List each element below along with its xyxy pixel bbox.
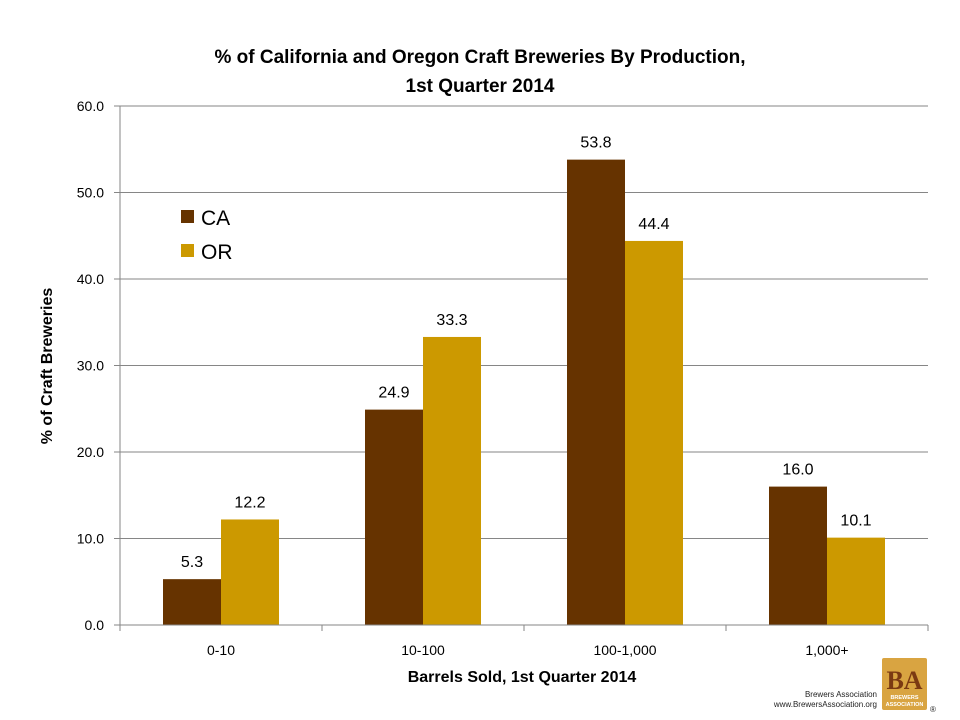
bar-or-2 <box>625 240 683 625</box>
logo-mark-letters: BA <box>886 666 922 695</box>
logo-mark <box>882 658 927 710</box>
data-label-or-3: 10.1 <box>840 513 871 530</box>
x-axis-title: Barrels Sold, 1st Quarter 2014 <box>408 669 637 686</box>
logo-mark-word-2: ASSOCIATION <box>886 702 924 708</box>
legend-swatch-or <box>181 244 194 257</box>
logo-org-name: Brewers Association <box>805 690 877 699</box>
bar-ca-0 <box>163 579 221 625</box>
legend-label-ca: CA <box>201 207 230 230</box>
y-axis-title: % of Craft Breweries <box>39 288 56 445</box>
logo-url: www.BrewersAssociation.org <box>773 700 877 709</box>
x-tick-label: 100-1,000 <box>593 642 656 658</box>
data-label-ca-2: 53.8 <box>580 135 611 152</box>
bar-ca-1 <box>365 409 423 625</box>
chart-title-line-1: % of California and Oregon Craft Breweri… <box>214 47 745 68</box>
data-label-or-0: 12.2 <box>234 494 265 511</box>
bars <box>163 159 885 625</box>
y-tick-label: 10.0 <box>77 531 104 547</box>
bar-or-1 <box>423 336 481 625</box>
x-tick-label: 0-10 <box>207 642 235 658</box>
bar-or-3 <box>827 537 885 625</box>
data-label-ca-0: 5.3 <box>181 554 203 571</box>
legend: CA OR <box>181 207 233 264</box>
legend-swatch-ca <box>181 210 194 223</box>
data-label-or-2: 44.4 <box>638 216 669 233</box>
legend-label-or: OR <box>201 241 233 264</box>
data-label-ca-3: 16.0 <box>782 462 813 479</box>
brewers-association-logo: Brewers Association www.BrewersAssociati… <box>773 658 936 714</box>
chart-title-line-2: 1st Quarter 2014 <box>406 76 555 97</box>
data-label-or-1: 33.3 <box>436 312 467 329</box>
y-axis-ticks: 0.0 10.0 20.0 30.0 40.0 50.0 60.0 <box>77 98 120 633</box>
bar-or-0 <box>221 519 279 625</box>
bar-ca-2 <box>567 159 625 625</box>
y-tick-label: 0.0 <box>85 617 105 633</box>
x-tick-label: 1,000+ <box>805 642 848 658</box>
data-label-ca-1: 24.9 <box>378 385 409 402</box>
bar-ca-3 <box>769 486 827 625</box>
y-tick-label: 60.0 <box>77 98 104 114</box>
y-tick-label: 50.0 <box>77 185 104 201</box>
x-tick-label: 10-100 <box>401 642 445 658</box>
y-tick-label: 30.0 <box>77 358 104 374</box>
x-axis-ticks: 0-10 10-100 100-1,000 1,000+ <box>119 625 929 658</box>
y-tick-label: 40.0 <box>77 271 104 287</box>
data-labels: 5.3 12.2 24.9 33.3 53.8 44.4 16.0 10.1 <box>181 135 872 572</box>
y-tick-label: 20.0 <box>77 444 104 460</box>
logo-registered-mark: ® <box>930 705 936 714</box>
logo-mark-word-1: BREWERS <box>890 695 918 701</box>
